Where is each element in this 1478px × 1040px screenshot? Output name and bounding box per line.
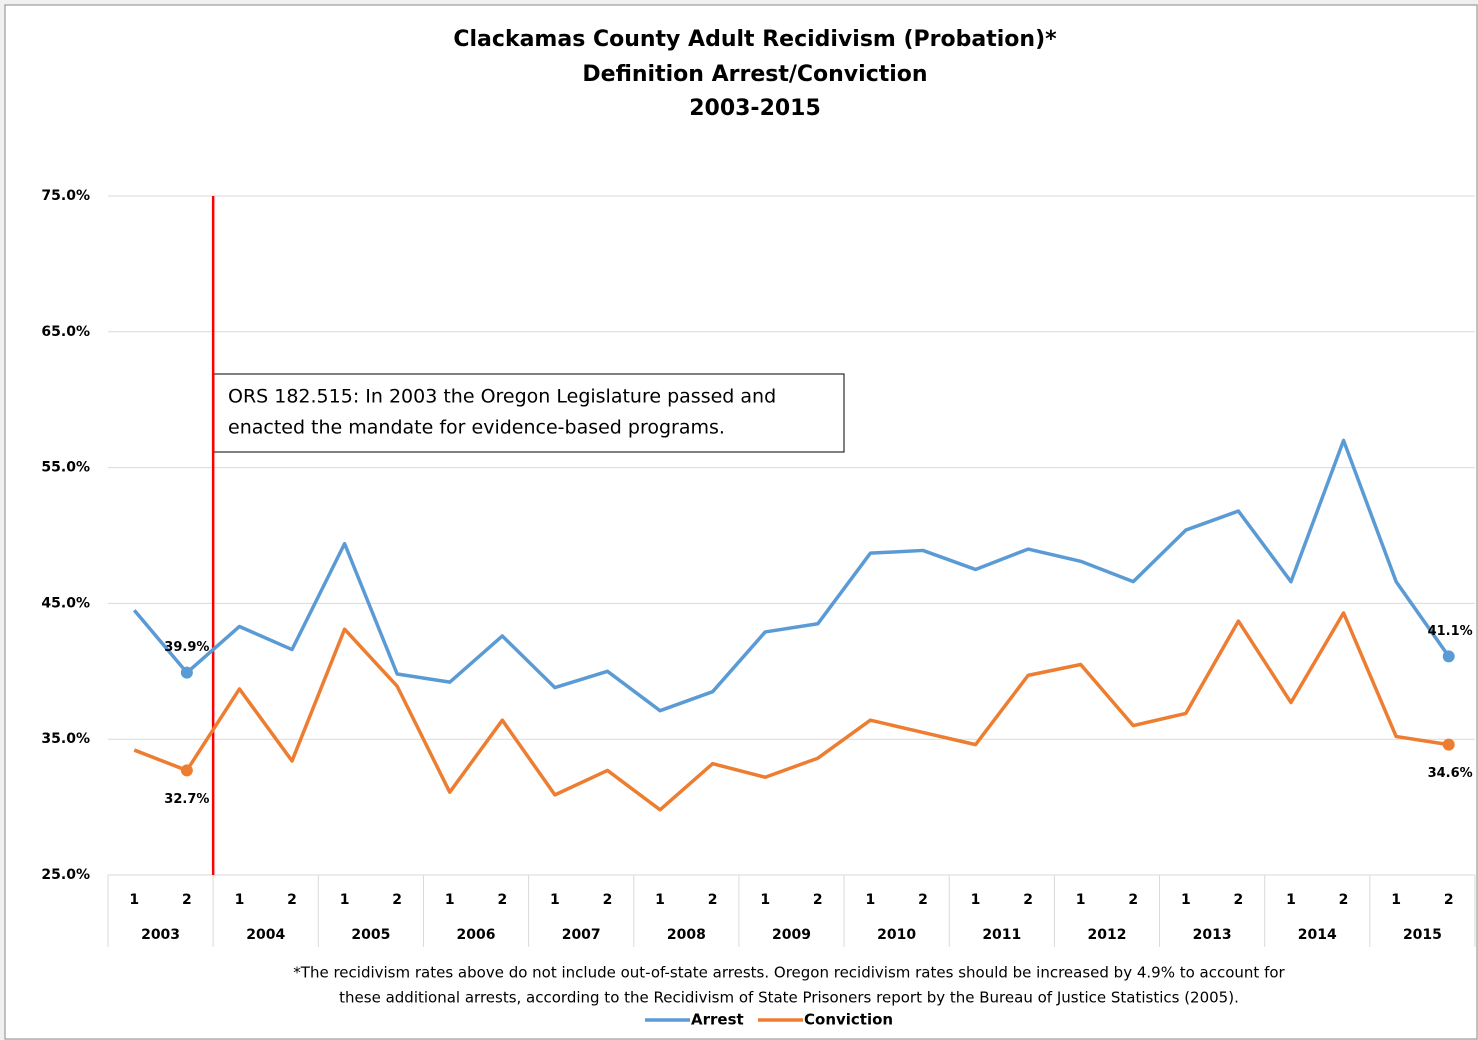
x-group-label: 2013 bbox=[1193, 927, 1232, 943]
x-group-label: 2007 bbox=[562, 927, 601, 943]
x-tick-label: 1 bbox=[1181, 892, 1191, 908]
x-tick-label: 1 bbox=[445, 892, 455, 908]
y-tick-label: 45.0% bbox=[41, 595, 90, 611]
chart-title: 2003-2015 bbox=[689, 96, 821, 121]
x-tick-label: 2 bbox=[603, 892, 613, 908]
x-tick-label: 1 bbox=[971, 892, 981, 908]
x-tick-label: 2 bbox=[1023, 892, 1033, 908]
data-label: 39.9% bbox=[164, 640, 209, 655]
x-group-label: 2003 bbox=[141, 927, 180, 943]
x-group-label: 2009 bbox=[772, 927, 811, 943]
x-group-label: 2011 bbox=[982, 927, 1021, 943]
x-group-label: 2006 bbox=[457, 927, 496, 943]
x-tick-label: 2 bbox=[813, 892, 823, 908]
point-marker bbox=[180, 666, 193, 679]
y-tick-label: 25.0% bbox=[41, 867, 90, 883]
y-tick-label: 55.0% bbox=[41, 460, 90, 476]
x-tick-label: 1 bbox=[235, 892, 245, 908]
x-tick-label: 2 bbox=[1339, 892, 1349, 908]
data-label: 34.6% bbox=[1428, 766, 1473, 781]
x-tick-label: 1 bbox=[340, 892, 350, 908]
x-tick-label: 2 bbox=[1444, 892, 1454, 908]
x-tick-label: 2 bbox=[918, 892, 928, 908]
data-label: 41.1% bbox=[1428, 624, 1473, 639]
x-tick-label: 1 bbox=[1286, 892, 1296, 908]
annotation-box bbox=[213, 373, 845, 453]
data-label: 32.7% bbox=[164, 792, 209, 807]
x-tick-label: 1 bbox=[129, 892, 139, 908]
y-tick-label: 65.0% bbox=[41, 324, 90, 340]
x-group-label: 2015 bbox=[1403, 927, 1442, 943]
x-group-label: 2014 bbox=[1298, 927, 1337, 943]
x-tick-label: 1 bbox=[655, 892, 665, 908]
footnote: these additional arrests, according to t… bbox=[339, 989, 1239, 1007]
x-group-label: 2004 bbox=[246, 927, 285, 943]
x-group-label: 2012 bbox=[1087, 927, 1126, 943]
series-line bbox=[132, 438, 1451, 713]
x-tick-label: 2 bbox=[1234, 892, 1244, 908]
y-tick-label: 75.0% bbox=[41, 188, 90, 204]
chart-title: Clackamas County Adult Recidivism (Proba… bbox=[453, 27, 1057, 52]
x-tick-label: 1 bbox=[550, 892, 560, 908]
annotation-text: enacted the mandate for evidence-based p… bbox=[228, 417, 725, 439]
chart-frame bbox=[4, 4, 1478, 1040]
legend-label: Conviction bbox=[804, 1011, 893, 1029]
annotation-text: ORS 182.515: In 2003 the Oregon Legislat… bbox=[228, 386, 776, 408]
x-tick-label: 1 bbox=[865, 892, 875, 908]
x-group-label: 2008 bbox=[667, 927, 706, 943]
point-marker bbox=[180, 764, 193, 777]
x-group-label: 2005 bbox=[351, 927, 390, 943]
legend-label: Arrest bbox=[691, 1011, 744, 1029]
x-tick-label: 2 bbox=[287, 892, 297, 908]
x-tick-label: 2 bbox=[182, 892, 192, 908]
point-marker bbox=[1442, 650, 1455, 663]
y-tick-label: 35.0% bbox=[41, 731, 90, 747]
x-tick-label: 2 bbox=[708, 892, 718, 908]
x-tick-label: 2 bbox=[392, 892, 402, 908]
x-tick-label: 2 bbox=[497, 892, 507, 908]
x-tick-label: 1 bbox=[1391, 892, 1401, 908]
x-group-label: 2010 bbox=[877, 927, 916, 943]
series-line bbox=[133, 611, 1449, 812]
x-tick-label: 1 bbox=[1076, 892, 1086, 908]
x-tick-label: 2 bbox=[1128, 892, 1138, 908]
x-tick-label: 1 bbox=[760, 892, 770, 908]
point-marker bbox=[1442, 738, 1455, 751]
footnote: *The recidivism rates above do not inclu… bbox=[293, 964, 1285, 982]
chart-title: Definition Arrest/Conviction bbox=[582, 62, 927, 87]
